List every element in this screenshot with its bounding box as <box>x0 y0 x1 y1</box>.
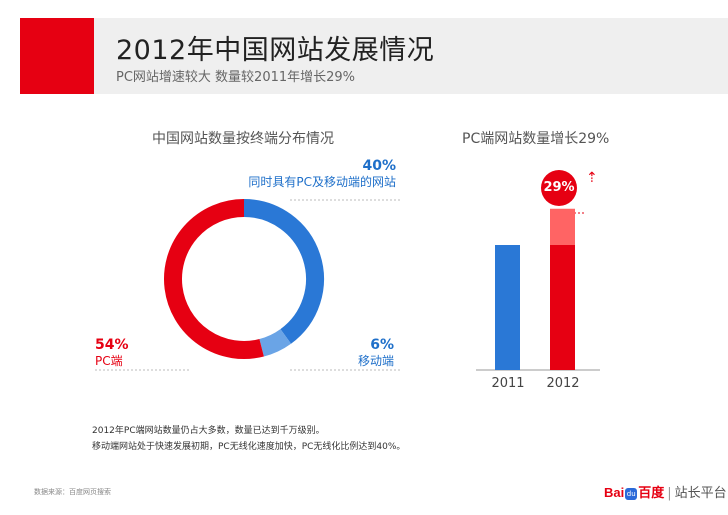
logo-platform: 站长平台 <box>674 486 727 501</box>
up-arrow-icon: ⇡ <box>586 170 598 186</box>
slice-label-both-name: 同时具有PC及移动端的网站 <box>248 175 396 189</box>
logo-separator: | <box>667 486 672 501</box>
bar-chart-title: PC端网站数量增长29% <box>462 131 610 147</box>
bar-2011-segment-1 <box>495 245 520 370</box>
logo-paw-icon: du <box>625 487 638 500</box>
bar-2012-segment-1 <box>550 245 575 370</box>
slice-label-mobile-name: 移动端 <box>357 354 394 368</box>
bar-x-tick-2011: 2011 <box>491 376 525 391</box>
bar-2012-segment-2 <box>550 208 575 245</box>
page-subtitle: PC网站增速较大 数量较2011年增长29% <box>116 70 356 85</box>
donut-slice-pc <box>164 199 264 359</box>
growth-badge: 29% <box>541 170 577 206</box>
baidu-logo: Bai du 百度 | 站长平台 <box>604 482 727 501</box>
logo-baidu-cn: 百度 <box>638 486 665 501</box>
header-accent-square <box>20 18 94 94</box>
note-line-2: 移动端网站处于快速发展初期，PC无线化速度加快，PC无线化比例达到40%。 <box>92 442 406 452</box>
donut-slice-both <box>243 199 324 344</box>
page-title: 2012年中国网站发展情况 <box>116 35 435 66</box>
donut-slice-mobile <box>259 328 292 357</box>
note-line-1: 2012年PC端网站数量仍占大多数，数量已达到千万级别。 <box>92 426 325 436</box>
slice-label-pc-percent: 54% <box>95 337 129 353</box>
slice-label-pc-name: PC端 <box>95 354 123 368</box>
slice-label-mobile-percent: 6% <box>370 337 394 353</box>
logo-bai: Bai <box>604 485 625 500</box>
donut-chart-title: 中国网站数量按终端分布情况 <box>152 131 334 147</box>
bar-x-tick-2012: 2012 <box>546 376 580 391</box>
data-source: 数据来源：百度网页搜索 <box>34 488 111 496</box>
slice-label-both-percent: 40% <box>362 158 396 174</box>
header-band <box>94 18 728 94</box>
